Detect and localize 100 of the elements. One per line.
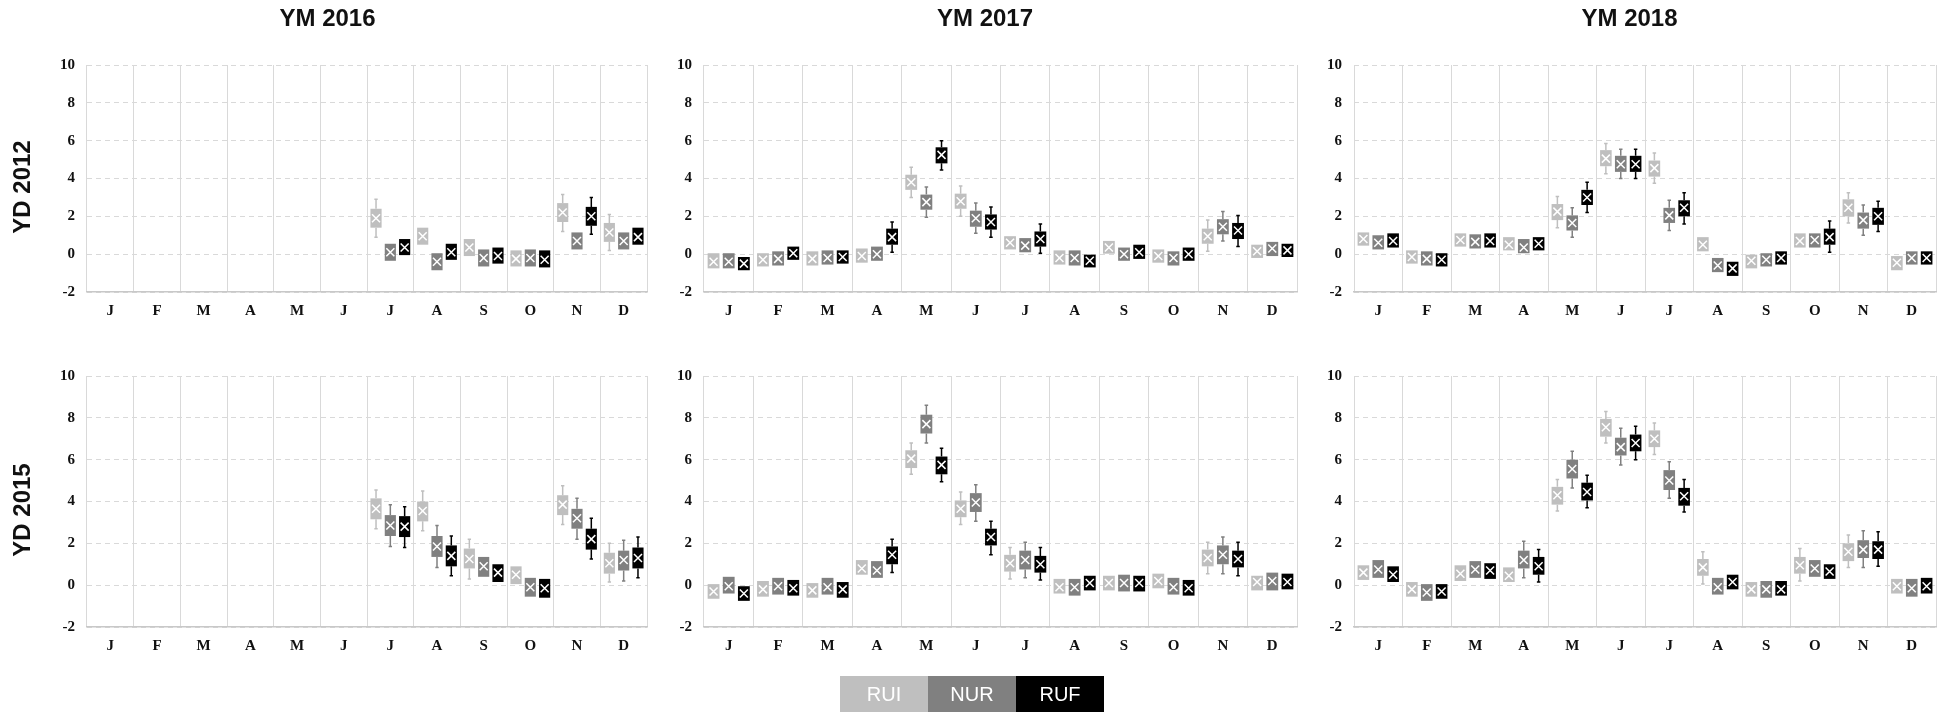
x-tick-label: M: [1565, 636, 1580, 653]
x-tick-label: A: [1069, 301, 1081, 318]
y-tick-label: 6: [67, 131, 76, 148]
x-tick-label: A: [431, 636, 443, 653]
x-tick-label: J: [1617, 301, 1625, 318]
x-tick-label: A: [1518, 636, 1530, 653]
y-tick-label: 8: [67, 93, 75, 110]
x-tick-label: O: [524, 636, 537, 653]
y-tick-label: 10: [677, 55, 692, 72]
y-axis-title: YD 2015: [8, 463, 36, 557]
y-tick-label: 6: [684, 131, 693, 148]
y-tick-label: 4: [684, 169, 693, 186]
y-tick-label: 2: [1334, 207, 1342, 224]
text: NUR: [949, 683, 995, 706]
x-tick-label: A: [431, 301, 443, 318]
x-tick-label: J: [1617, 636, 1625, 653]
y-tick-label: -2: [679, 282, 692, 299]
x-tick-label: A: [871, 301, 883, 318]
x-tick-label: J: [1021, 636, 1030, 653]
x-tick-label: F: [152, 636, 162, 653]
x-tick-label: M: [820, 636, 835, 653]
x-tick-label: M: [1468, 301, 1483, 318]
x-tick-label: D: [1266, 636, 1278, 653]
x-tick-label: M: [289, 636, 305, 653]
x-tick-label: O: [1808, 301, 1821, 318]
x-tick-label: J: [972, 301, 981, 318]
y-tick-label: 4: [67, 492, 76, 509]
x-tick-label: M: [820, 301, 835, 318]
x-tick-label: D: [1906, 636, 1918, 653]
y-tick-label: -2: [1329, 282, 1342, 299]
y-tick-label: 0: [684, 245, 692, 262]
x-tick-label: N: [1217, 301, 1229, 318]
y-tick-label: 4: [684, 492, 693, 509]
chart-title: YM 2017: [935, 4, 1035, 32]
y-tick-label: 6: [67, 450, 76, 467]
x-tick-label: D: [618, 301, 630, 318]
x-tick-label: S: [1119, 636, 1129, 653]
y-tick-label: -2: [62, 617, 75, 634]
y-tick-label: 2: [67, 207, 75, 224]
x-tick-label: A: [1712, 301, 1724, 318]
x-tick-label: J: [724, 636, 733, 653]
chart-title: YM 2016: [278, 4, 377, 32]
y-tick-label: 2: [684, 534, 692, 551]
x-tick-label: M: [1468, 636, 1483, 653]
x-tick-label: D: [1266, 301, 1278, 318]
x-tick-label: O: [1167, 636, 1180, 653]
y-tick-label: 0: [684, 576, 692, 593]
x-tick-label: A: [1069, 636, 1081, 653]
y-tick-label: 8: [1334, 408, 1342, 425]
y-tick-label: 2: [684, 207, 692, 224]
x-tick-label: S: [1762, 636, 1771, 653]
x-tick-label: J: [106, 636, 115, 653]
y-tick-label: -2: [679, 617, 692, 634]
text: RUF: [1038, 683, 1082, 706]
y-tick-label: 10: [60, 55, 75, 72]
x-tick-label: O: [1167, 301, 1180, 318]
x-tick-label: F: [1422, 301, 1432, 318]
x-tick-label: S: [479, 636, 488, 653]
y-tick-label: 8: [67, 408, 75, 425]
y-tick-label: 10: [1327, 366, 1342, 383]
x-tick-label: S: [1119, 301, 1129, 318]
y-tick-label: -2: [62, 282, 75, 299]
x-tick-label: F: [773, 301, 783, 318]
x-tick-label: J: [106, 301, 115, 318]
x-tick-label: M: [919, 301, 934, 318]
x-tick-label: S: [1762, 301, 1771, 318]
y-tick-label: 6: [1334, 131, 1343, 148]
y-tick-label: -2: [1329, 617, 1342, 634]
x-tick-label: J: [339, 301, 348, 318]
x-tick-label: J: [972, 636, 981, 653]
x-tick-label: A: [1518, 301, 1530, 318]
x-tick-label: A: [1712, 636, 1724, 653]
x-tick-label: D: [618, 636, 630, 653]
y-tick-label: 8: [684, 93, 692, 110]
x-tick-label: S: [479, 301, 488, 318]
x-tick-label: O: [524, 301, 537, 318]
x-tick-label: J: [1374, 636, 1383, 653]
y-tick-label: 0: [1334, 245, 1342, 262]
y-tick-label: 10: [677, 366, 692, 383]
y-axis-title: YD 2012: [8, 140, 36, 234]
x-tick-label: M: [919, 636, 934, 653]
y-tick-label: 0: [1334, 576, 1342, 593]
x-tick-label: O: [1808, 636, 1821, 653]
y-tick-label: 6: [684, 450, 693, 467]
x-tick-label: J: [1665, 301, 1674, 318]
x-tick-label: J: [724, 301, 733, 318]
x-tick-label: J: [1665, 636, 1674, 653]
x-tick-label: N: [571, 301, 583, 318]
x-tick-label: A: [244, 636, 256, 653]
x-tick-label: J: [386, 636, 395, 653]
x-tick-label: N: [571, 636, 583, 653]
x-tick-label: J: [1021, 301, 1030, 318]
text: RUI: [865, 683, 903, 706]
y-tick-label: 4: [1334, 492, 1343, 509]
x-tick-label: A: [871, 636, 883, 653]
x-tick-label: M: [196, 636, 211, 653]
y-tick-label: 10: [60, 366, 75, 383]
y-tick-label: 2: [67, 534, 75, 551]
chart-title: YM 2018: [1580, 4, 1679, 32]
x-tick-label: F: [1422, 636, 1432, 653]
